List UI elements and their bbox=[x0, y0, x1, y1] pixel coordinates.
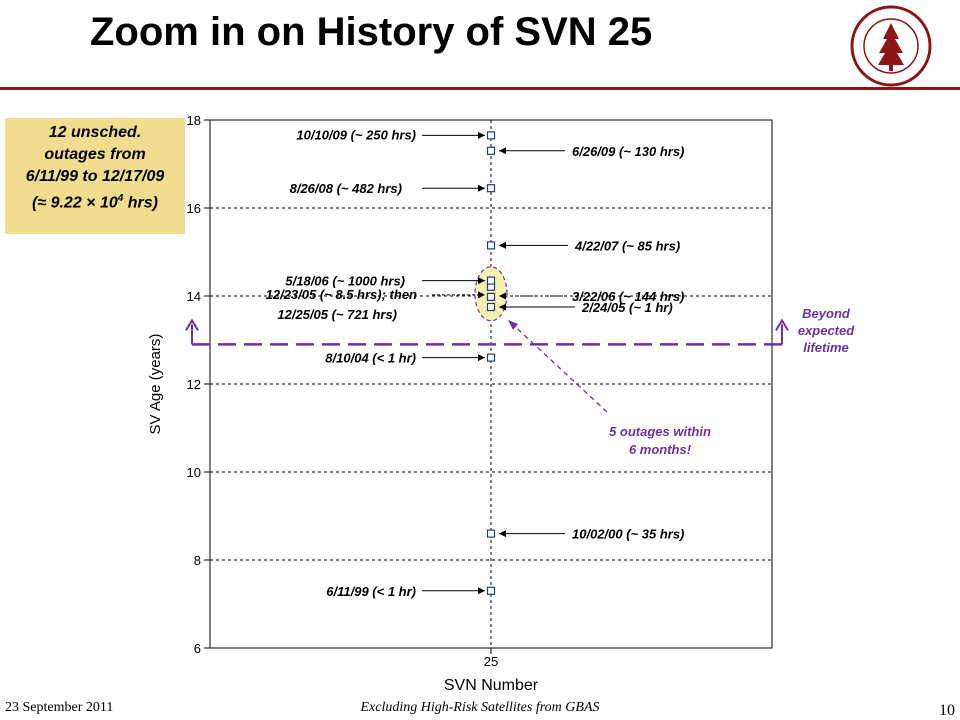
y-tick-label: 8 bbox=[194, 553, 201, 568]
ann-arrow-right-head bbox=[499, 303, 506, 311]
y-tick-label: 10 bbox=[187, 465, 201, 480]
annotation-label: 6/11/99 (< 1 hr) bbox=[326, 584, 416, 599]
y-tick-label: 12 bbox=[187, 377, 201, 392]
y-tick-label: 16 bbox=[187, 201, 201, 216]
ann-arrow-left-head bbox=[478, 184, 485, 192]
callout-exponent: 4 bbox=[117, 193, 124, 204]
data-point bbox=[486, 353, 496, 362]
data-point bbox=[486, 241, 496, 250]
callout-prefix: (≈ 9.22 × 10 bbox=[32, 194, 118, 212]
page-number: 10 bbox=[939, 702, 955, 719]
annotation-label: 3/22/06 (~ 144 hrs) bbox=[572, 289, 684, 304]
beyond-lifetime-note: expected bbox=[798, 323, 855, 338]
annotation-label: 5/18/06 (~ 1000 hrs) bbox=[285, 274, 405, 289]
ann-arrow-left-head bbox=[478, 291, 485, 299]
ann-arrow-right-head bbox=[499, 241, 506, 249]
annotation-label: 6/26/09 (~ 130 hrs) bbox=[572, 144, 684, 159]
y-tick-label: 6 bbox=[194, 641, 201, 656]
beyond-lifetime-note: lifetime bbox=[803, 340, 849, 355]
data-point bbox=[486, 529, 496, 538]
cluster-note: 6 months! bbox=[629, 442, 692, 457]
ann-arrow-right-head bbox=[499, 147, 506, 155]
callout-line: (≈ 9.22 × 104 hrs) bbox=[5, 188, 185, 214]
stanford-seal-logo bbox=[850, 5, 932, 87]
annotation-label: 12/25/05 (~ 721 hrs) bbox=[277, 307, 397, 322]
annotation-label: 10/10/09 (~ 250 hrs) bbox=[296, 127, 416, 142]
annotation-label: 8/26/08 (~ 482 hrs) bbox=[290, 181, 402, 196]
x-axis-label: SVN Number bbox=[444, 677, 539, 694]
annotation-label: 8/10/04 (< 1 hr) bbox=[325, 351, 416, 366]
data-point bbox=[486, 146, 496, 155]
data-point bbox=[486, 131, 496, 140]
annotation-label: 2/24/05 (~ 1 hr) bbox=[581, 300, 673, 315]
y-tick-label: 18 bbox=[187, 113, 201, 128]
slide-title: Zoom in on History of SVN 25 bbox=[90, 10, 653, 54]
annotation-label: 4/22/07 (~ 85 hrs) bbox=[574, 238, 680, 253]
ann-arrow-right-head bbox=[499, 530, 506, 538]
left-up-arrowhead bbox=[185, 318, 199, 331]
data-point bbox=[486, 302, 496, 312]
annotation-label: 10/02/00 (~ 35 hrs) bbox=[572, 527, 684, 542]
ann-arrow-right-head bbox=[499, 292, 506, 300]
callout-line: 12 unsched. bbox=[48, 124, 142, 141]
data-point bbox=[486, 276, 496, 285]
title-rule bbox=[0, 87, 960, 90]
beyond-lifetime-note: Beyond bbox=[802, 306, 851, 321]
cluster-note: 5 outages within bbox=[609, 424, 711, 439]
y-tick-label: 14 bbox=[187, 289, 201, 304]
callout-line: 6/11/99 to 12/17/09 bbox=[25, 168, 165, 185]
ann-arrow-left-head bbox=[478, 131, 485, 139]
data-point bbox=[486, 292, 496, 301]
right-up-arrowhead bbox=[775, 318, 789, 331]
annotation-label: 12/23/05 (~ 8.5 hrs); then bbox=[266, 287, 417, 302]
outage-summary-callout: 12 unsched. outages from 6/11/99 to 12/1… bbox=[5, 118, 185, 234]
data-point bbox=[486, 184, 496, 193]
ann-arrow-left-head bbox=[478, 587, 485, 595]
callout-line: outages from bbox=[44, 146, 146, 163]
y-axis-label: SV Age (years) bbox=[147, 334, 164, 435]
ann-arrow-left-head bbox=[478, 354, 485, 362]
x-tick-label: 25 bbox=[484, 654, 498, 669]
cluster-pointer-arrowhead bbox=[508, 320, 518, 330]
callout-suffix: hrs) bbox=[123, 194, 158, 212]
footer-date: 23 September 2011 bbox=[5, 700, 114, 715]
ann-arrow-left-head bbox=[478, 277, 485, 285]
footer-title: Excluding High-Risk Satellites from GBAS bbox=[360, 700, 600, 715]
data-point bbox=[486, 586, 496, 595]
cluster-pointer-line bbox=[507, 319, 608, 413]
